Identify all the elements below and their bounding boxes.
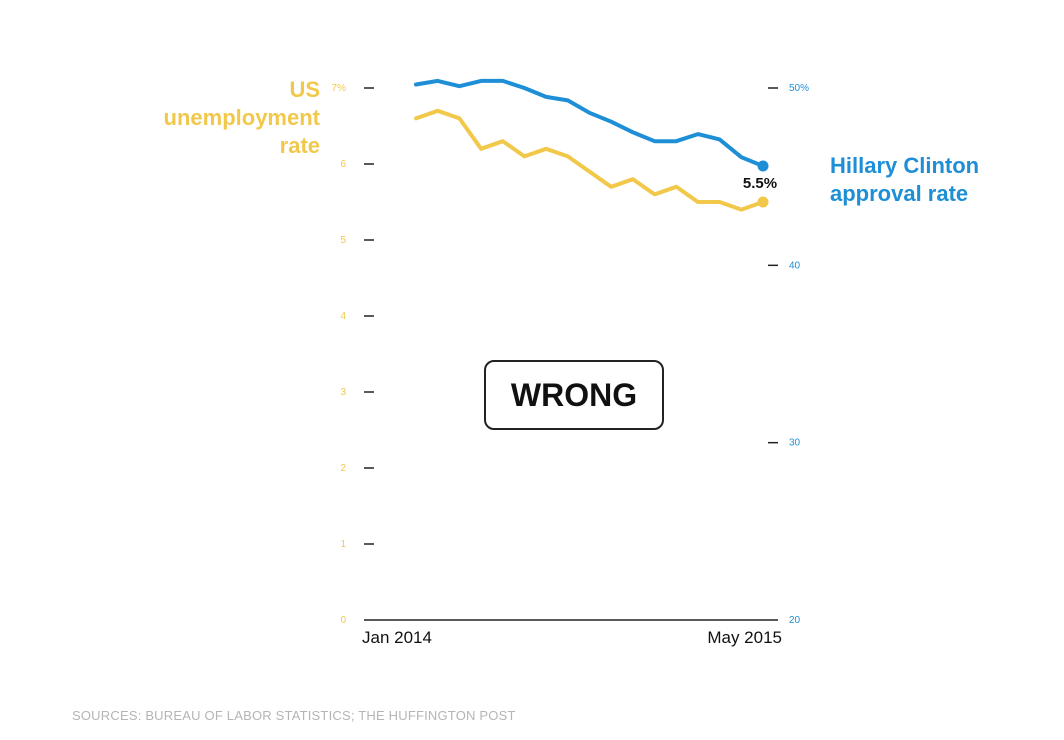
approval-line	[414, 78, 765, 168]
left-tick-label: 1	[340, 539, 346, 550]
left-tick-label: 3	[340, 387, 346, 398]
left-tick-label: 2	[340, 463, 346, 474]
unemployment-line	[414, 108, 765, 212]
end-value-label: 5.5%	[743, 175, 777, 192]
right-tick-label: 20	[789, 615, 801, 626]
x-axis-start-label: Jan 2014	[362, 628, 432, 647]
approval-end-point	[757, 160, 769, 172]
right-axis-title-line: Hillary Clinton	[830, 153, 979, 178]
right-tick-label: 50%	[789, 83, 809, 94]
unemployment-end-point	[757, 196, 769, 208]
left-axis-ticks: 0 1 2 3 4 5 6 7%	[332, 83, 374, 626]
wrong-annotation: WRONG	[484, 360, 664, 430]
right-tick-label: 40	[789, 260, 801, 271]
series-layer	[414, 78, 769, 212]
right-tick-label: 30	[789, 438, 801, 449]
right-axis-ticks: 20 30 40 50%	[768, 83, 809, 626]
left-tick-label: 5	[340, 235, 346, 246]
left-axis-title: US unemployment rate	[164, 77, 321, 158]
left-tick-label: 4	[340, 311, 346, 322]
right-axis-title-line: approval rate	[830, 181, 968, 206]
left-axis-title-line: US	[289, 77, 320, 102]
left-tick-label: 6	[340, 159, 346, 170]
right-axis-title: Hillary Clinton approval rate	[830, 153, 979, 206]
left-tick-label: 0	[340, 615, 346, 626]
x-axis-end-label: May 2015	[707, 628, 782, 647]
left-tick-label: 7%	[332, 83, 347, 94]
source-note: SOURCES: BUREAU OF LABOR STATISTICS; THE…	[72, 708, 516, 723]
left-axis-title-line: rate	[280, 133, 320, 158]
left-axis-title-line: unemployment	[164, 105, 321, 130]
